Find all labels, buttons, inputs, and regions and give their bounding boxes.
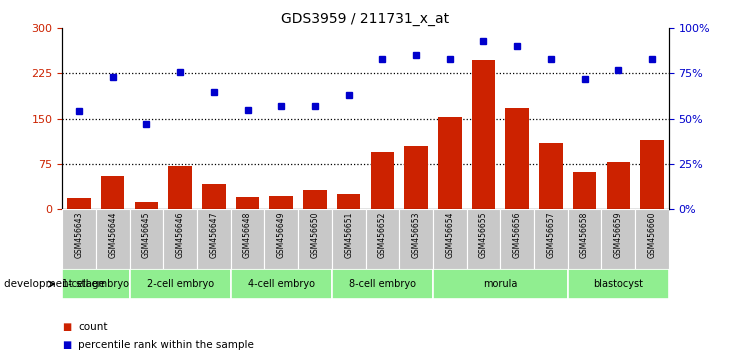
Text: GSM456648: GSM456648 bbox=[243, 212, 252, 258]
Bar bbox=[197, 209, 231, 269]
Text: 4-cell embryo: 4-cell embryo bbox=[248, 279, 315, 289]
Text: GSM456653: GSM456653 bbox=[412, 212, 420, 258]
Text: GSM456660: GSM456660 bbox=[648, 212, 656, 258]
Bar bbox=[337, 194, 360, 209]
Bar bbox=[640, 140, 664, 209]
Bar bbox=[500, 209, 534, 269]
Text: GSM456654: GSM456654 bbox=[445, 212, 454, 258]
Text: percentile rank within the sample: percentile rank within the sample bbox=[78, 340, 254, 350]
Bar bbox=[371, 152, 394, 209]
Text: 2-cell embryo: 2-cell embryo bbox=[146, 279, 213, 289]
Bar bbox=[466, 209, 500, 269]
Bar bbox=[433, 269, 568, 299]
Bar bbox=[438, 118, 461, 209]
Text: morula: morula bbox=[483, 279, 518, 289]
Bar bbox=[231, 209, 265, 269]
Bar bbox=[135, 202, 158, 209]
Bar bbox=[265, 209, 298, 269]
Bar bbox=[129, 209, 163, 269]
Bar bbox=[404, 146, 428, 209]
Text: count: count bbox=[78, 322, 107, 332]
Text: GSM456645: GSM456645 bbox=[142, 212, 151, 258]
Text: ■: ■ bbox=[62, 322, 72, 332]
Bar bbox=[332, 269, 433, 299]
Bar bbox=[96, 209, 129, 269]
Bar bbox=[505, 108, 529, 209]
Bar bbox=[635, 209, 669, 269]
Bar bbox=[539, 143, 563, 209]
Bar bbox=[573, 172, 596, 209]
Bar bbox=[534, 209, 568, 269]
Text: GSM456657: GSM456657 bbox=[546, 212, 556, 258]
Bar bbox=[270, 196, 293, 209]
Bar bbox=[101, 176, 124, 209]
Bar bbox=[471, 59, 496, 209]
Bar bbox=[607, 162, 630, 209]
Bar bbox=[568, 269, 669, 299]
Bar bbox=[568, 209, 602, 269]
Bar bbox=[168, 166, 192, 209]
Text: 1-cell embryo: 1-cell embryo bbox=[62, 279, 129, 289]
Text: GSM456659: GSM456659 bbox=[614, 212, 623, 258]
Text: GSM456644: GSM456644 bbox=[108, 212, 117, 258]
Bar bbox=[231, 269, 332, 299]
Text: GSM456652: GSM456652 bbox=[378, 212, 387, 258]
Bar bbox=[163, 209, 197, 269]
Bar bbox=[235, 197, 260, 209]
Text: blastocyst: blastocyst bbox=[594, 279, 643, 289]
Bar bbox=[67, 198, 91, 209]
Text: GSM456651: GSM456651 bbox=[344, 212, 353, 258]
Bar bbox=[399, 209, 433, 269]
Text: development stage: development stage bbox=[4, 279, 105, 289]
Bar bbox=[129, 269, 231, 299]
Bar bbox=[303, 190, 327, 209]
Text: GDS3959 / 211731_x_at: GDS3959 / 211731_x_at bbox=[281, 12, 450, 27]
Text: 8-cell embryo: 8-cell embryo bbox=[349, 279, 416, 289]
Bar bbox=[298, 209, 332, 269]
Text: ■: ■ bbox=[62, 340, 72, 350]
Bar bbox=[62, 269, 129, 299]
Text: GSM456649: GSM456649 bbox=[277, 212, 286, 258]
Text: GSM456656: GSM456656 bbox=[512, 212, 522, 258]
Bar bbox=[62, 209, 96, 269]
Bar bbox=[366, 209, 399, 269]
Text: GSM456646: GSM456646 bbox=[175, 212, 185, 258]
Bar bbox=[602, 209, 635, 269]
Text: GSM456655: GSM456655 bbox=[479, 212, 488, 258]
Text: GSM456650: GSM456650 bbox=[311, 212, 319, 258]
Text: GSM456647: GSM456647 bbox=[209, 212, 219, 258]
Bar bbox=[433, 209, 466, 269]
Text: GSM456658: GSM456658 bbox=[580, 212, 589, 258]
Bar bbox=[332, 209, 366, 269]
Bar bbox=[202, 184, 226, 209]
Text: GSM456643: GSM456643 bbox=[75, 212, 83, 258]
